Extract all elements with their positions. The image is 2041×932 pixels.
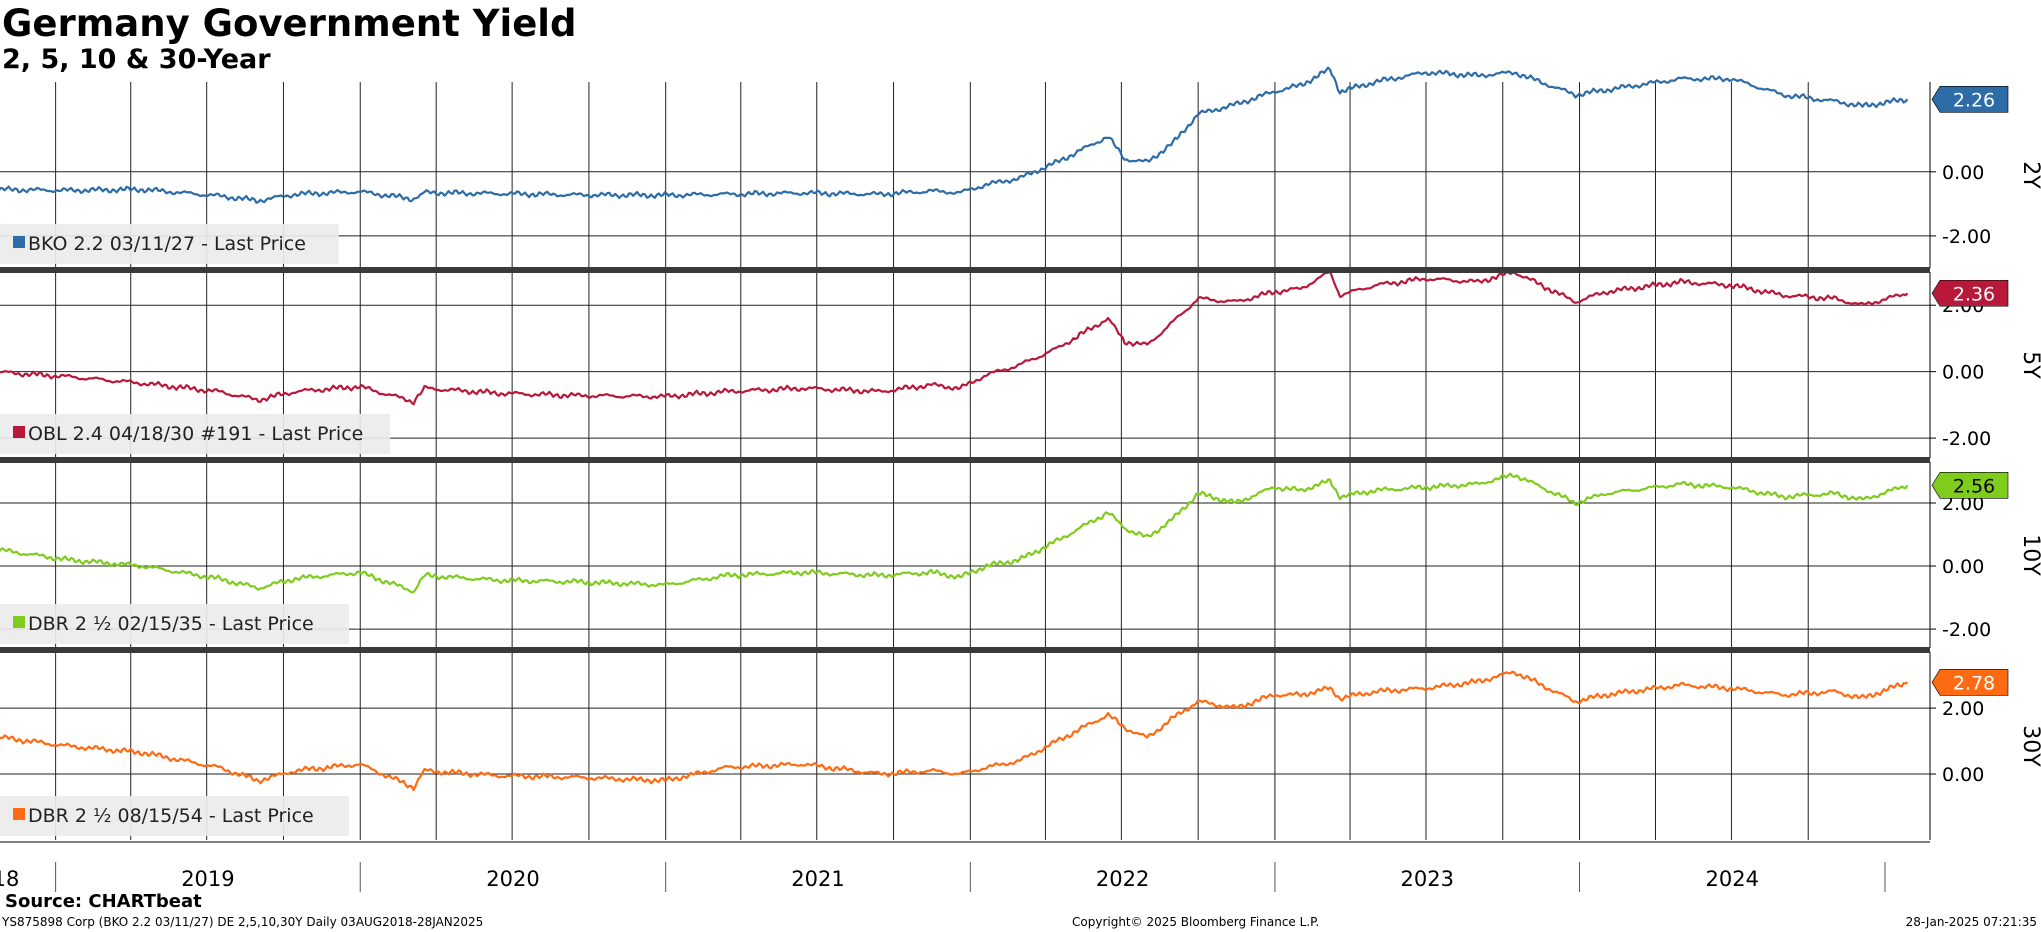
series-line-30Y [0, 670, 1909, 792]
legend-label: DBR 2 ½ 08/15/54 - Last Price [28, 805, 314, 827]
legend-swatch [13, 616, 25, 628]
legend-swatch [13, 236, 25, 248]
panel-label: 2Y [2018, 161, 2041, 189]
y-tick-label: -2.00 [1942, 226, 1991, 248]
y-tick-label: 0.00 [1942, 362, 1984, 384]
last-value-label: 2.26 [1953, 89, 1995, 111]
y-tick-label: 0.00 [1942, 162, 1984, 184]
x-tick-label: 2022 [1096, 867, 1149, 891]
x-tick-label: 2018 [0, 867, 19, 891]
y-tick-label: 0.00 [1942, 764, 1984, 786]
last-value-flag [1931, 279, 2009, 307]
chart-title: Germany Government Yield [2, 2, 577, 45]
last-value-flag [1931, 86, 2009, 113]
panel-separator [0, 647, 1930, 653]
y-tick-label: 2.00 [1942, 698, 1984, 720]
legend-label: DBR 2 ½ 02/15/35 - Last Price [28, 613, 314, 635]
footer-copyright: Copyright© 2025 Bloomberg Finance L.P. [1072, 915, 1320, 929]
legend-swatch [13, 426, 25, 438]
x-tick-label: 2024 [1706, 867, 1759, 891]
legend-swatch [13, 808, 25, 820]
last-value-label: 2.78 [1953, 672, 1995, 694]
legend-label: BKO 2.2 03/11/27 - Last Price [28, 233, 306, 255]
panel-label: 10Y [2018, 534, 2041, 576]
panel-separator [0, 457, 1930, 463]
legend-box [0, 224, 339, 264]
series-line-5Y [0, 270, 1909, 406]
footer-timestamp: 28-Jan-2025 07:21:35 [1905, 915, 2037, 929]
panel-label: 5Y [2018, 351, 2041, 379]
panel-label: 30Y [2018, 725, 2041, 767]
x-tick-label: 2019 [181, 867, 234, 891]
last-value-flag [1931, 669, 2009, 696]
x-tick-label: 2020 [486, 867, 539, 891]
last-value-label: 2.36 [1953, 283, 1995, 305]
series-line-10Y [0, 472, 1909, 594]
footer-ticker-info: YS875898 Corp (BKO 2.2 03/11/27) DE 2,5,… [2, 915, 484, 929]
legend-label: OBL 2.4 04/18/30 #191 - Last Price [28, 423, 363, 445]
last-value-label: 2.56 [1953, 475, 1995, 497]
panel-separator [0, 267, 1930, 273]
chart-subtitle: 2, 5, 10 & 30-Year [2, 44, 271, 75]
last-value-flag [1931, 472, 2009, 499]
source-label: Source: CHARTbeat [5, 891, 202, 912]
legend-box [0, 414, 391, 454]
legend-box [0, 796, 349, 836]
series-line-2Y [0, 66, 1909, 204]
x-tick-label: 2021 [791, 867, 844, 891]
x-tick-label: 2023 [1401, 867, 1454, 891]
y-tick-label: -2.00 [1942, 619, 1991, 641]
y-tick-label: 0.00 [1942, 556, 1984, 578]
y-tick-label: -2.00 [1942, 428, 1991, 450]
legend-box [0, 604, 349, 644]
